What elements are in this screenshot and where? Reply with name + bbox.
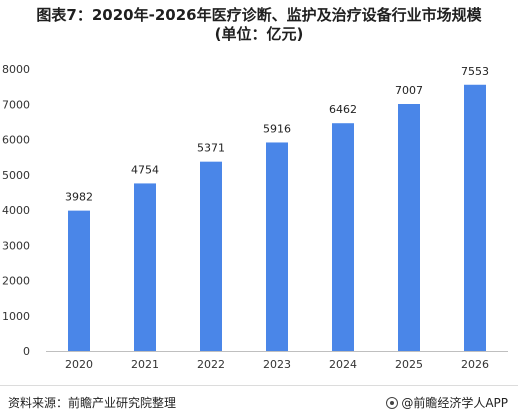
bar-2020 [68, 210, 90, 351]
bars [68, 84, 486, 352]
x-tick-label-2025: 2025 [395, 358, 423, 371]
chart-title-line-1: 图表7：2020年-2026年医疗诊断、监护及治疗设备行业市场规模 [36, 6, 482, 24]
credit-note: @前瞻经济学人APP [386, 394, 508, 411]
data-label-2021: 4754 [131, 163, 159, 176]
source-note: 资料来源：前瞻产业研究院整理 [8, 396, 177, 410]
y-tick-label: 4000 [2, 204, 30, 217]
x-tick-label-2020: 2020 [65, 358, 93, 371]
y-tick-label: 7000 [2, 98, 30, 111]
x-tick-label-2026: 2026 [461, 358, 489, 371]
y-axis: 0 1000 2000 3000 4000 5000 6000 7000 8000 [2, 63, 30, 358]
x-axis: 2020 2021 2022 2023 2024 2025 2026 [46, 351, 508, 371]
x-tick-label-2021: 2021 [131, 358, 159, 371]
x-tick-label-2024: 2024 [329, 358, 357, 371]
data-label-2025: 7007 [395, 84, 423, 97]
credit-icon [386, 397, 399, 409]
bar-2022 [200, 161, 222, 351]
data-label-2023: 5916 [263, 122, 291, 135]
y-tick-label: 5000 [2, 169, 30, 182]
chart-title: 图表7：2020年-2026年医疗诊断、监护及治疗设备行业市场规模 (单位：亿元… [0, 6, 518, 44]
y-tick-label: 1000 [2, 310, 30, 323]
y-tick-label: 8000 [2, 63, 30, 76]
footer: 资料来源：前瞻产业研究院整理 @前瞻经济学人APP [0, 385, 518, 420]
data-label-2024: 6462 [329, 103, 357, 116]
x-tick-label-2023: 2023 [263, 358, 291, 371]
bar-2025 [398, 104, 420, 351]
y-tick-label: 2000 [2, 275, 30, 288]
bar-2024 [332, 123, 354, 351]
footer-divider [0, 385, 518, 386]
y-tick-label: 0 [23, 345, 30, 358]
bar-2021 [134, 183, 156, 351]
data-label-2020: 3982 [65, 191, 93, 204]
x-tick-label-2022: 2022 [197, 358, 225, 371]
data-label-2026: 7553 [461, 65, 489, 78]
bar-2026 [464, 84, 486, 352]
y-tick-label: 3000 [2, 239, 30, 252]
data-labels: 3982 4754 5371 5916 6462 7007 7553 [65, 65, 489, 204]
credit-text: @前瞻经济学人APP [401, 396, 508, 410]
chart-title-line-2: (单位：亿元) [214, 25, 304, 43]
data-label-2022: 5371 [197, 142, 225, 155]
bar-2023 [266, 142, 288, 351]
y-tick-label: 6000 [2, 134, 30, 147]
